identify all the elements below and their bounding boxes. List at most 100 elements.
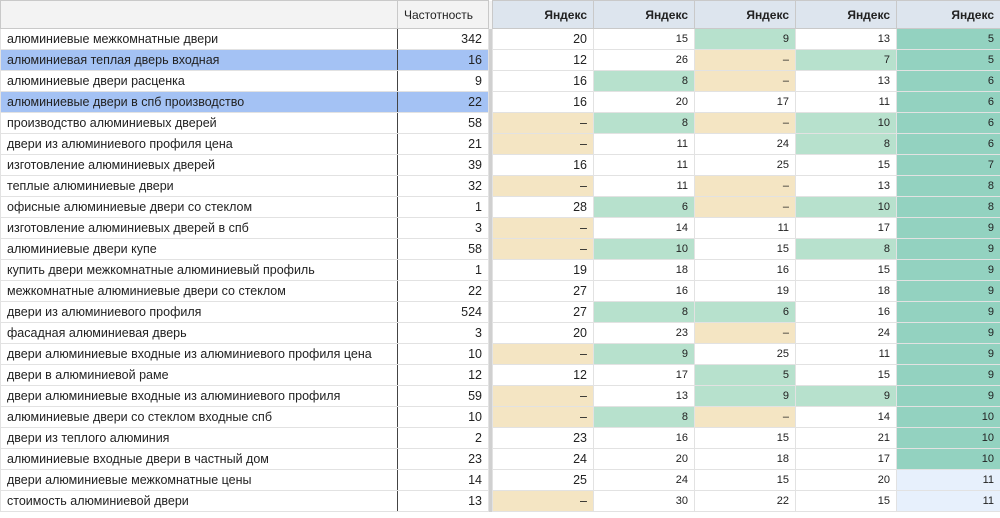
row: двери из алюминиевого профиля 524 27 8 6 16 9 [0, 301, 1000, 323]
cell: 6 [694, 301, 796, 323]
separator [488, 175, 493, 197]
separator [488, 490, 493, 512]
cell: офисные алюминиевые двери со стеклом [0, 196, 398, 218]
cell: двери в алюминиевой раме [0, 364, 398, 386]
row: алюминиевые двери со стеклом входные спб… [0, 406, 1000, 428]
cell: 8 [896, 196, 1000, 218]
header-cell: Частотность [397, 0, 489, 29]
cell: 59 [397, 385, 489, 407]
cell: 11 [795, 343, 897, 365]
header-cell: Яндекс [795, 0, 897, 29]
cell: 3 [397, 217, 489, 239]
cell: 22 [397, 280, 489, 302]
cell: алюминиевая теплая дверь входная [0, 49, 398, 71]
cell: 9 [896, 217, 1000, 239]
cell: двери алюминиевые входные из алюминиевог… [0, 343, 398, 365]
cell: 15 [795, 154, 897, 176]
cell: 11 [896, 469, 1000, 491]
separator [488, 133, 493, 155]
cell: 15 [694, 427, 796, 449]
cell: 9 [896, 238, 1000, 260]
separator [488, 280, 493, 302]
cell: 11 [896, 490, 1000, 512]
row: алюминиевые двери в спб производство 22 16… [0, 91, 1000, 113]
cell: алюминиевые двери купе [0, 238, 398, 260]
cell: 16 [492, 70, 594, 92]
cell: 13 [795, 175, 897, 197]
cell: – [694, 196, 796, 218]
cell: 8 [593, 406, 695, 428]
row: двери из теплого алюминия 2 23 16 15 21 10 [0, 427, 1000, 449]
cell: производство алюминиевых дверей [0, 112, 398, 134]
cell: 11 [593, 154, 695, 176]
cell: 24 [694, 133, 796, 155]
cell: 32 [397, 175, 489, 197]
row: межкомнатные алюминиевые двери со стекло… [0, 280, 1000, 302]
cell: 1 [397, 259, 489, 281]
cell: 9 [694, 385, 796, 407]
cell: 8 [795, 133, 897, 155]
row: двери из алюминиевого профиля цена 21–11 2… [0, 133, 1000, 155]
row: двери в алюминиевой раме 12 12 17 5 15 9 [0, 364, 1000, 386]
cell: 11 [593, 133, 695, 155]
cell: 20 [593, 448, 695, 470]
cell: алюминиевые двери расценка [0, 70, 398, 92]
separator [488, 49, 493, 71]
row: стоимость алюминиевой двери 13–30 22 15 11 [0, 490, 1000, 512]
cell: 14 [397, 469, 489, 491]
cell: 19 [694, 280, 796, 302]
cell: 8 [593, 301, 695, 323]
cell: 10 [896, 448, 1000, 470]
cell: – [492, 133, 594, 155]
cell: 342 [397, 28, 489, 50]
cell: 17 [694, 91, 796, 113]
cell: 28 [492, 196, 594, 218]
cell: 11 [694, 217, 796, 239]
cell: 16 [492, 91, 594, 113]
cell: 20 [593, 91, 695, 113]
cell: 27 [492, 301, 594, 323]
cell: стоимость алюминиевой двери [0, 490, 398, 512]
cell: 11 [795, 91, 897, 113]
cell: 16 [694, 259, 796, 281]
cell: – [492, 343, 594, 365]
separator [488, 469, 493, 491]
cell: 6 [896, 112, 1000, 134]
separator [488, 448, 493, 470]
row: двери алюминиевые межкомнатные цены 14 25 2… [0, 469, 1000, 491]
cell: 10 [795, 112, 897, 134]
cell: изготовление алюминиевых дверей [0, 154, 398, 176]
separator [488, 28, 493, 50]
cell: 13 [795, 70, 897, 92]
cell: 10 [593, 238, 695, 260]
cell: 10 [795, 196, 897, 218]
header-cell: Яндекс [492, 0, 594, 29]
header-cell [0, 0, 398, 29]
separator [488, 322, 493, 344]
row: алюминиевые межкомнатные двери 342 20 15 9 13… [0, 28, 1000, 50]
cell: 20 [492, 322, 594, 344]
cell: 6 [896, 133, 1000, 155]
separator [488, 196, 493, 218]
cell: 2 [397, 427, 489, 449]
separator [488, 70, 493, 92]
separator [488, 343, 493, 365]
cell: 9 [397, 70, 489, 92]
cell: 13 [795, 28, 897, 50]
cell: двери из теплого алюминия [0, 427, 398, 449]
cell: 15 [795, 364, 897, 386]
cell: 10 [397, 406, 489, 428]
cell: – [694, 175, 796, 197]
cell: – [492, 406, 594, 428]
cell: 23 [593, 322, 695, 344]
header-cell: Яндекс [694, 0, 796, 29]
cell: 15 [593, 28, 695, 50]
cell: – [492, 175, 594, 197]
cell: изготовление алюминиевых дверей в спб [0, 217, 398, 239]
cell: 22 [694, 490, 796, 512]
row: алюминиевые входные двери в частный дом 2… [0, 448, 1000, 470]
header-row: Частотность Яндекс Яндекс Яндекс Яндекс Яндек… [0, 0, 1000, 29]
cell: 9 [795, 385, 897, 407]
